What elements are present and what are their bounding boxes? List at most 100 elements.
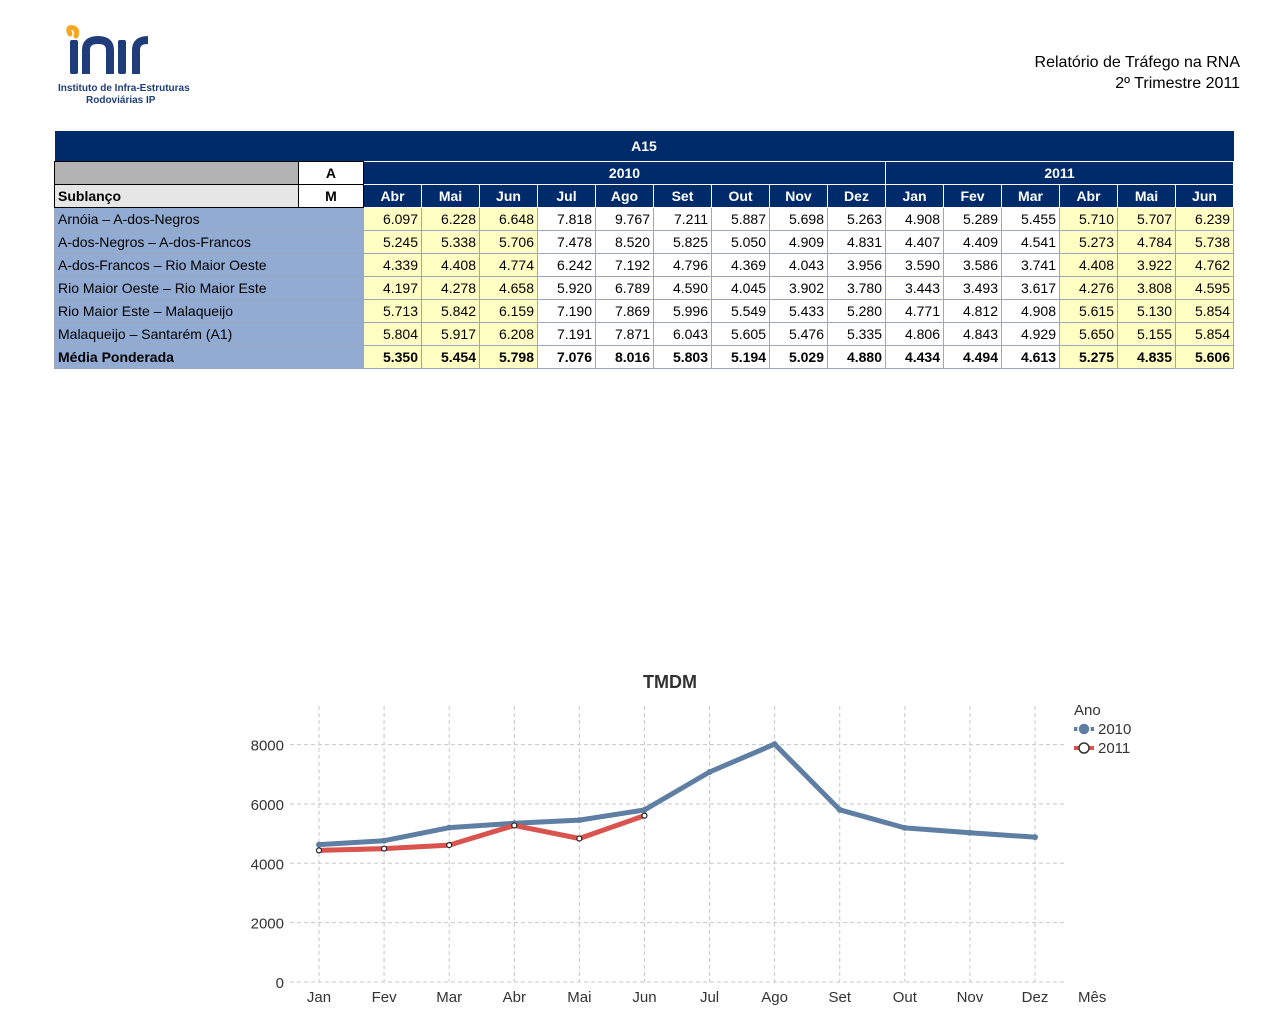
traffic-value: 4.339 — [363, 253, 422, 277]
sublanco-name: Malaqueijo – Santarém (A1) — [54, 322, 364, 346]
legend-entry: 2011 — [1098, 740, 1130, 757]
month-header: Mar — [1001, 184, 1060, 208]
sublanco-name: Rio Maior Este – Malaqueijo — [54, 299, 364, 323]
traffic-value: 5.549 — [711, 299, 770, 323]
traffic-value: 4.276 — [1059, 276, 1118, 300]
table-row: Arnóia – A-dos-Negros 6.097 6.228 6.648 7.81… — [54, 207, 1234, 231]
traffic-value: 8.016 — [595, 345, 654, 369]
traffic-value: 6.097 — [363, 207, 422, 231]
traffic-value: 4.197 — [363, 276, 422, 300]
traffic-value: 7.478 — [537, 230, 596, 254]
traffic-value: 4.784 — [1117, 230, 1176, 254]
traffic-value: 5.842 — [421, 299, 480, 323]
traffic-value: 6.789 — [595, 276, 654, 300]
month-header: Abr — [363, 184, 422, 208]
traffic-value: 5.280 — [827, 299, 886, 323]
traffic-value: 4.613 — [1001, 345, 1060, 369]
traffic-value: 4.835 — [1117, 345, 1176, 369]
month-header: Dez — [827, 184, 886, 208]
traffic-value: 4.595 — [1175, 276, 1234, 300]
data-point-2010 — [316, 841, 322, 848]
x-tick-label: Mai — [567, 989, 591, 1006]
data-point-2010 — [641, 806, 648, 813]
table-row: Rio Maior Oeste – Rio Maior Este 4.197 4.2… — [54, 276, 1234, 300]
month-header: Fev — [943, 184, 1002, 208]
traffic-value: 4.908 — [1001, 299, 1060, 323]
table-row: Malaqueijo – Santarém (A1) 5.804 5.917 6.20… — [54, 322, 1234, 346]
traffic-value: 5.605 — [711, 322, 770, 346]
table-row: A-dos-Francos – Rio Maior Oeste 4.339 4.40… — [54, 253, 1234, 277]
y-tick-label: 2000 — [251, 916, 284, 933]
traffic-value: 5.706 — [479, 230, 538, 254]
traffic-value: 5.854 — [1175, 299, 1234, 323]
month-header: Mai — [421, 184, 480, 208]
sublanco-name: Arnóia – A-dos-Negros — [54, 207, 364, 231]
year-header-2011: 2011 — [885, 161, 1234, 185]
data-point-2011 — [641, 812, 648, 819]
x-tick-label: Nov — [957, 989, 984, 1006]
org-name-line2: Rodoviárias IP — [86, 95, 156, 106]
traffic-value: 5.996 — [653, 299, 712, 323]
traffic-value: 5.698 — [769, 207, 828, 231]
traffic-value: 5.155 — [1117, 322, 1176, 346]
y-tick-label: 8000 — [251, 738, 284, 755]
x-tick-label: Abr — [503, 989, 526, 1006]
month-header: Jan — [885, 184, 944, 208]
traffic-value: 9.767 — [595, 207, 654, 231]
data-point-2010 — [381, 837, 388, 844]
traffic-value: 5.920 — [537, 276, 596, 300]
traffic-value: 5.245 — [363, 230, 422, 254]
traffic-table: A15 A 2010 2011 Sublanço M Abr Mai Jun Jul Ago Set O… — [54, 131, 1234, 369]
traffic-value: 5.606 — [1175, 345, 1234, 369]
x-axis-label: Mês — [1078, 989, 1106, 1006]
month-header: Jul — [537, 184, 596, 208]
x-tick-label: Mar — [436, 989, 462, 1006]
traffic-value: 4.843 — [943, 322, 1002, 346]
traffic-value: 5.738 — [1175, 230, 1234, 254]
traffic-value: 7.818 — [537, 207, 596, 231]
traffic-value: 3.902 — [769, 276, 828, 300]
data-point-2010 — [901, 824, 908, 831]
traffic-value: 5.029 — [769, 345, 828, 369]
data-point-2010 — [836, 806, 843, 813]
legend-swatch-marker — [1078, 742, 1090, 754]
traffic-value: 4.796 — [653, 253, 712, 277]
traffic-value: 3.780 — [827, 276, 886, 300]
traffic-value: 4.590 — [653, 276, 712, 300]
tmdm-chart: TMDM 0 2000 4000 6000 8000 Jan Fev Mar Abr Mai Jun J… — [251, 672, 1132, 1006]
x-tick-label: Fev — [372, 989, 398, 1006]
traffic-value: 5.454 — [421, 345, 480, 369]
table-title: A15 — [54, 131, 1234, 162]
traffic-value: 4.831 — [827, 230, 886, 254]
data-point-2011 — [576, 835, 583, 842]
month-row: Sublanço M Abr Mai Jun Jul Ago Set Out Nov Dez Jan F… — [54, 184, 1234, 208]
data-point-2011 — [315, 847, 323, 854]
sublanco-name: A-dos-Francos – Rio Maior Oeste — [54, 253, 364, 277]
traffic-value: 4.043 — [769, 253, 828, 277]
traffic-value: 4.806 — [885, 322, 944, 346]
x-tick-label: Ago — [761, 989, 788, 1006]
data-point-2010 — [446, 824, 453, 831]
sublanco-name: Rio Maior Oeste – Rio Maior Este — [54, 276, 364, 300]
traffic-value: 5.710 — [1059, 207, 1118, 231]
traffic-value: 6.648 — [479, 207, 538, 231]
month-header: Ago — [595, 184, 654, 208]
traffic-value: 5.273 — [1059, 230, 1118, 254]
month-header: Mai — [1117, 184, 1176, 208]
traffic-value: 4.369 — [711, 253, 770, 277]
data-point-2011 — [380, 845, 388, 852]
x-tick-label: Out — [893, 989, 918, 1006]
traffic-value: 5.338 — [421, 230, 480, 254]
traffic-value: 5.433 — [769, 299, 828, 323]
table-row: Rio Maior Este – Malaqueijo 5.713 5.842 6.1… — [54, 299, 1234, 323]
month-header: Out — [711, 184, 770, 208]
traffic-value: 4.909 — [769, 230, 828, 254]
inir-logo: Instituto de Infra-Estruturas Rodoviária… — [56, 24, 196, 108]
x-tick-label: Set — [828, 989, 851, 1006]
traffic-value: 4.408 — [1059, 253, 1118, 277]
corner-m-label: M — [297, 184, 365, 208]
traffic-value: 3.808 — [1117, 276, 1176, 300]
traffic-value: 3.922 — [1117, 253, 1176, 277]
data-point-2011 — [446, 841, 453, 849]
traffic-value: 8.520 — [595, 230, 654, 254]
